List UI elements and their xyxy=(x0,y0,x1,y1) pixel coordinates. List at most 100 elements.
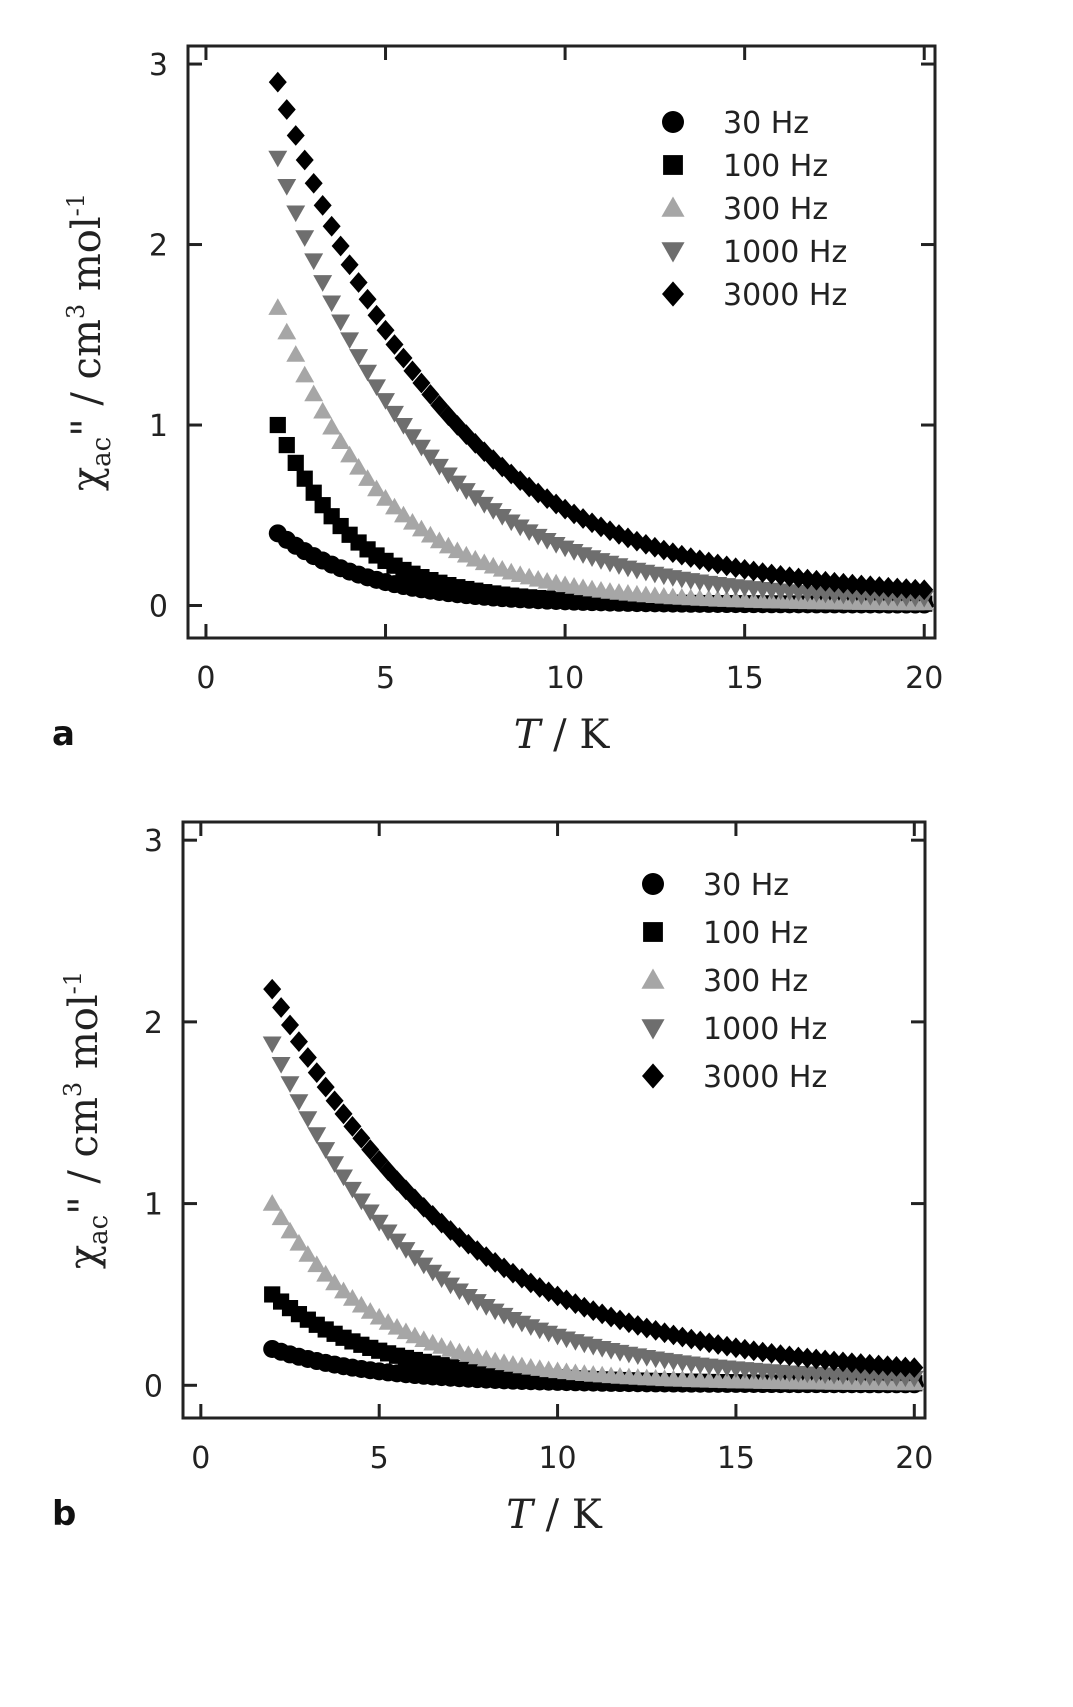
y-axis-subscript: ac xyxy=(84,1215,114,1245)
legend-marker xyxy=(641,1019,665,1040)
y-tick-label: 0 xyxy=(144,1369,163,1404)
data-point xyxy=(296,470,313,487)
data-point xyxy=(474,496,494,514)
legend-marker xyxy=(642,1063,664,1089)
data-point xyxy=(313,401,333,419)
data-point xyxy=(411,439,431,457)
data-point xyxy=(379,1160,398,1182)
legend-label: 30 Hz xyxy=(723,106,809,141)
data-point xyxy=(360,1302,380,1319)
data-point xyxy=(385,497,404,515)
data-point xyxy=(484,449,503,470)
legend-marker xyxy=(642,873,664,895)
data-point xyxy=(385,405,404,423)
data-point xyxy=(262,1036,282,1054)
y-tick-label: 2 xyxy=(144,1006,163,1041)
y-tick-label: 3 xyxy=(144,824,163,859)
y-axis-title: χac" / cm3 mol-1 xyxy=(59,971,114,1269)
y-tick-label: 0 xyxy=(149,590,168,625)
data-point xyxy=(369,1307,389,1325)
data-point xyxy=(762,563,781,585)
data-point xyxy=(441,1277,460,1295)
data-point xyxy=(403,360,422,382)
data-point xyxy=(403,429,422,446)
data-point xyxy=(286,345,306,362)
data-point xyxy=(340,445,360,463)
data-point xyxy=(557,1289,576,1311)
data-point xyxy=(277,322,297,340)
data-point xyxy=(349,272,368,293)
chart-panel-a: 0 5 10 15 20 0 1 2 3 30 Hz 100 Hz 300 Hz 1000 Hz 3000… xyxy=(52,44,943,758)
data-point xyxy=(316,1142,336,1159)
y-axis-rest: " / cm xyxy=(64,319,110,437)
data-point xyxy=(277,178,297,196)
data-point xyxy=(281,1014,300,1036)
y-tick-label: 1 xyxy=(149,409,168,444)
data-point xyxy=(298,1047,317,1068)
data-point xyxy=(358,469,378,486)
data-point xyxy=(681,547,700,568)
data-point xyxy=(520,476,539,498)
data-point xyxy=(351,1295,371,1313)
data-point xyxy=(466,433,485,454)
data-point xyxy=(744,1340,763,1362)
data-point xyxy=(420,525,440,543)
data-point xyxy=(343,1116,362,1137)
data-point xyxy=(295,230,315,247)
data-point xyxy=(414,1257,434,1275)
data-point xyxy=(272,997,291,1018)
data-point xyxy=(298,1111,318,1128)
y-axis-sup-2: -1 xyxy=(59,971,87,994)
data-point xyxy=(467,1294,487,1311)
data-point xyxy=(654,539,673,561)
data-point xyxy=(269,416,286,434)
data-point xyxy=(298,1245,318,1262)
data-point xyxy=(334,1281,353,1299)
series-300-hz xyxy=(268,298,934,611)
data-point xyxy=(385,334,404,355)
series-3000-hz xyxy=(263,978,924,1378)
data-point xyxy=(358,364,378,382)
data-point xyxy=(394,417,413,435)
legend-marker xyxy=(641,968,665,989)
plot-frame xyxy=(186,44,937,640)
data-point xyxy=(287,454,304,471)
data-point xyxy=(547,493,566,515)
series-300-hz xyxy=(262,1194,924,1391)
data-point xyxy=(268,150,288,168)
data-point xyxy=(690,549,709,571)
legend-marker xyxy=(643,922,663,942)
data-point xyxy=(816,1349,835,1371)
x-axis-symbol: T xyxy=(514,712,544,758)
data-point xyxy=(316,1076,335,1098)
data-point xyxy=(492,508,512,526)
data-point xyxy=(450,1283,469,1301)
data-point xyxy=(528,528,548,546)
data-point xyxy=(852,574,871,596)
legend-label: 100 Hz xyxy=(703,916,808,951)
data-point xyxy=(655,1322,674,1344)
data-point xyxy=(286,205,306,223)
legend-label: 1000 Hz xyxy=(703,1012,827,1047)
y-axis-symbol: χ xyxy=(64,467,110,491)
x-tick-label: 0 xyxy=(196,661,215,696)
data-point xyxy=(429,531,449,549)
data-point xyxy=(610,1309,629,1331)
data-point xyxy=(334,1169,353,1187)
data-point xyxy=(358,288,377,310)
data-point xyxy=(316,1264,336,1282)
legend: 30 Hz 100 Hz 300 Hz 1000 Hz 3000 Hz xyxy=(661,106,847,313)
x-tick-label: 20 xyxy=(905,661,943,696)
data-point xyxy=(888,577,907,599)
data-point xyxy=(519,524,539,541)
data-point xyxy=(376,489,395,506)
data-point xyxy=(432,1271,452,1289)
data-point xyxy=(691,1330,710,1352)
data-point xyxy=(334,1103,353,1125)
y-axis-mol: mol xyxy=(64,216,110,304)
data-point xyxy=(394,505,413,523)
data-point xyxy=(672,544,691,566)
series-1000-hz xyxy=(268,150,934,608)
data-point xyxy=(682,1328,701,1350)
